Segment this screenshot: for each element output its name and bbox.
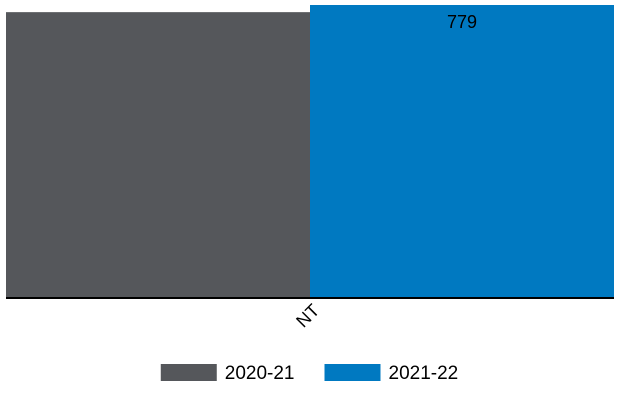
data-label-2021-22-NT: 779: [447, 12, 477, 32]
legend-swatch-2020-21: [160, 364, 217, 381]
bars-layer: [6, 5, 614, 299]
legend-label-2021-22: 2021-22: [389, 363, 459, 384]
x-tick-label-NT: NT: [292, 300, 323, 331]
bar-2020-21-NT: [6, 12, 310, 299]
bar-2021-22-NT: [310, 5, 614, 298]
legend-swatch-2021-22: [324, 364, 381, 381]
legend: 2020-21 2021-22: [160, 363, 459, 384]
legend-label-2020-21: 2020-21: [225, 363, 295, 384]
